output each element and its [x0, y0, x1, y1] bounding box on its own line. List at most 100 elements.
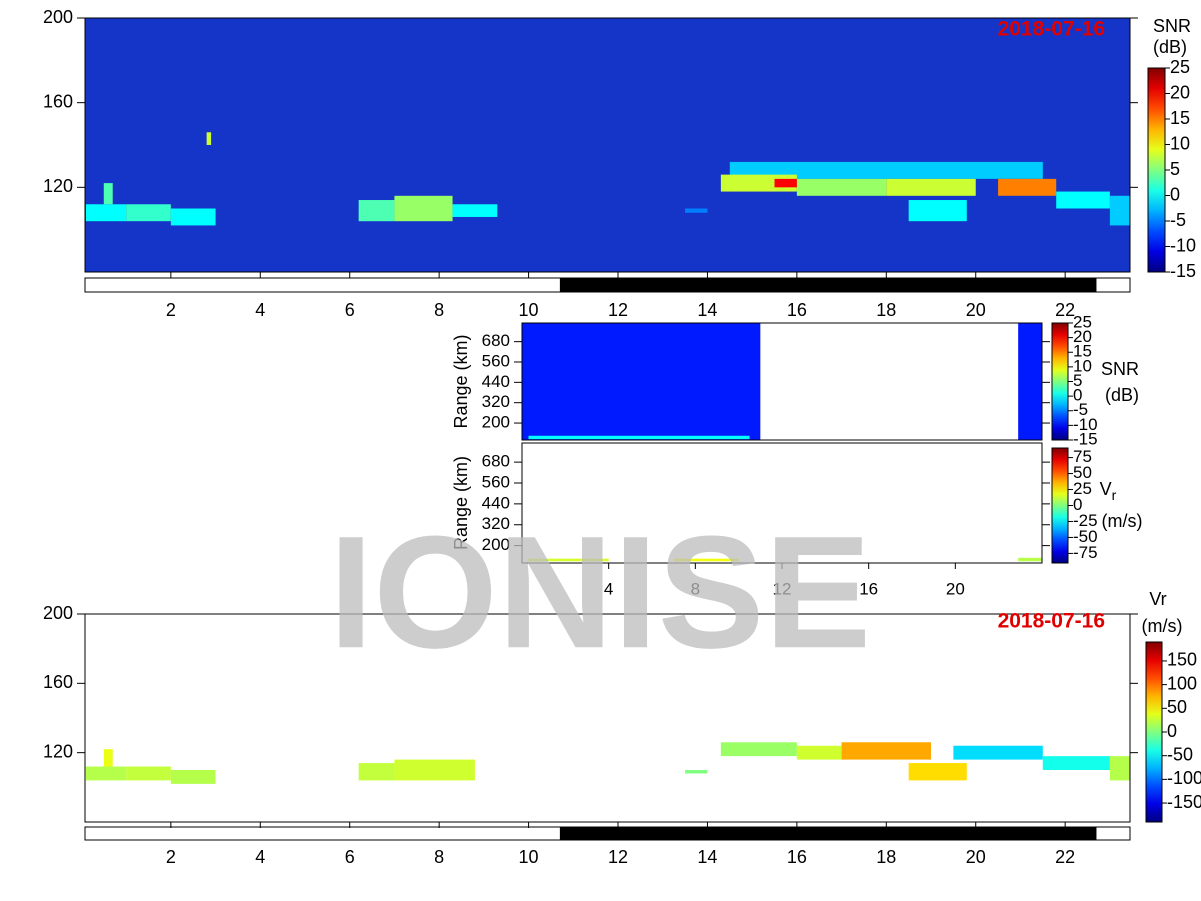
colorbar-tick-label: -50 [1167, 744, 1193, 764]
y-tick-label: 680 [482, 452, 510, 471]
echo-cell [394, 195, 453, 222]
echo-cell [206, 132, 212, 145]
colorbar-label: Vr [1149, 589, 1166, 609]
echo-cell [85, 204, 127, 222]
colorbar-tick-label: 100 [1167, 673, 1197, 693]
colorbar-tick-label: 0 [1073, 386, 1082, 405]
night-bar [559, 278, 1097, 292]
echo-cell [774, 178, 797, 188]
plot-background [85, 18, 1130, 272]
echo-cell [908, 763, 967, 781]
colorbar-tick-label: -15 [1170, 261, 1196, 281]
echo-cell [1018, 323, 1042, 440]
colorbar [1051, 447, 1069, 564]
cells [528, 557, 1042, 562]
date-label: 2018-07-16 [998, 610, 1105, 633]
colorbar-unit: (m/s) [1102, 511, 1143, 531]
x-tick-label: 8 [434, 300, 444, 320]
x-tick-label: 12 [608, 300, 628, 320]
x-tick-label: 16 [859, 579, 878, 598]
x-tick-label: 20 [966, 847, 986, 867]
y-tick-label: 120 [43, 176, 73, 196]
x-tick-label: 6 [345, 847, 355, 867]
colorbar-tick-label: 20 [1073, 327, 1092, 346]
colorbar-label: SNR [1153, 16, 1191, 36]
x-tick-label: 16 [787, 847, 807, 867]
x-tick-label: 14 [697, 300, 717, 320]
x-tick-label: 10 [519, 300, 539, 320]
colorbar-unit: (dB) [1105, 385, 1139, 405]
colorbar-tick-label: -5 [1170, 210, 1186, 230]
echo-cell [720, 742, 797, 757]
plot-frame [84, 17, 1131, 273]
echo-cell [103, 749, 113, 767]
cells [85, 742, 1130, 784]
x-tick-label: 6 [345, 300, 355, 320]
y-tick-label: 440 [482, 372, 510, 391]
x-tick-label: 18 [876, 847, 896, 867]
colorbar-tick-label: 15 [1073, 342, 1092, 361]
echo-cell [953, 745, 1043, 760]
y-tick-label: 200 [43, 7, 73, 27]
x-tick-label: 4 [604, 579, 613, 598]
y-tick-label: 160 [43, 91, 73, 111]
colorbar [1051, 322, 1069, 441]
colorbar-unit: (m/s) [1142, 616, 1183, 636]
echo-cell [103, 183, 113, 205]
y-tick-label: 160 [43, 672, 73, 692]
echo-cell [841, 742, 932, 760]
colorbar-tick-label: -100 [1167, 768, 1201, 788]
echo-cell [796, 745, 842, 760]
night-bar [559, 827, 1097, 840]
colorbar-tick-label: 10 [1073, 356, 1092, 375]
x-tick-label: 16 [787, 300, 807, 320]
x-tick-label: 20 [946, 579, 965, 598]
colorbar-tick-label: 25 [1073, 479, 1092, 498]
colorbar-tick-label: -50 [1073, 527, 1098, 546]
echo-cell [685, 770, 708, 774]
colorbar-unit: (dB) [1153, 37, 1187, 57]
x-tick-label: 2 [166, 300, 176, 320]
x-tick-label: 2 [166, 847, 176, 867]
echo-cell [1042, 756, 1110, 770]
x-tick-label: 4 [255, 847, 265, 867]
plot-frame [521, 322, 1043, 441]
echo-cell [170, 770, 216, 784]
cells [522, 323, 1042, 440]
watermark: IONISE [329, 502, 871, 681]
echo-cell [170, 208, 216, 226]
y-axis-label: Range (km) [451, 334, 471, 428]
colorbar-tick-label: 0 [1170, 184, 1180, 204]
y-tick-label: 120 [43, 741, 73, 761]
colorbar-tick-label: 5 [1170, 159, 1180, 179]
date-label: 2018-07-16 [998, 18, 1105, 41]
colorbar-label: Vr [1100, 479, 1117, 503]
colorbar-tick-label: 15 [1170, 108, 1190, 128]
x-tick-label: 8 [691, 579, 700, 598]
x-tick-label: 12 [773, 579, 792, 598]
echo-cell [528, 558, 609, 562]
echo-cell [358, 200, 395, 222]
colorbar [1147, 67, 1166, 273]
colorbar-tick-label: 0 [1073, 495, 1082, 514]
colorbar-label-sub: r [1112, 487, 1117, 503]
echo-cell [673, 558, 739, 562]
x-tick-label: 14 [697, 847, 717, 867]
colorbar-tick-label: 20 [1170, 82, 1190, 102]
echo-cell [358, 763, 395, 781]
echo-cell [1109, 195, 1130, 226]
y-tick-label: 320 [482, 514, 510, 533]
colorbar-tick-label: 75 [1073, 447, 1092, 466]
colorbar-tick-label: -15 [1073, 429, 1098, 448]
y-tick-label: 680 [482, 331, 510, 350]
colorbar-tick-label: -25 [1073, 511, 1098, 530]
y-axis-label: Range (km) [451, 456, 471, 550]
echo-cell [908, 200, 967, 222]
x-tick-label: 22 [1055, 847, 1075, 867]
colorbar [1145, 641, 1163, 823]
echo-cell [126, 766, 171, 781]
x-tick-label: 12 [608, 847, 628, 867]
y-tick-label: 440 [482, 493, 510, 512]
colorbar-tick-label: -10 [1073, 415, 1098, 434]
